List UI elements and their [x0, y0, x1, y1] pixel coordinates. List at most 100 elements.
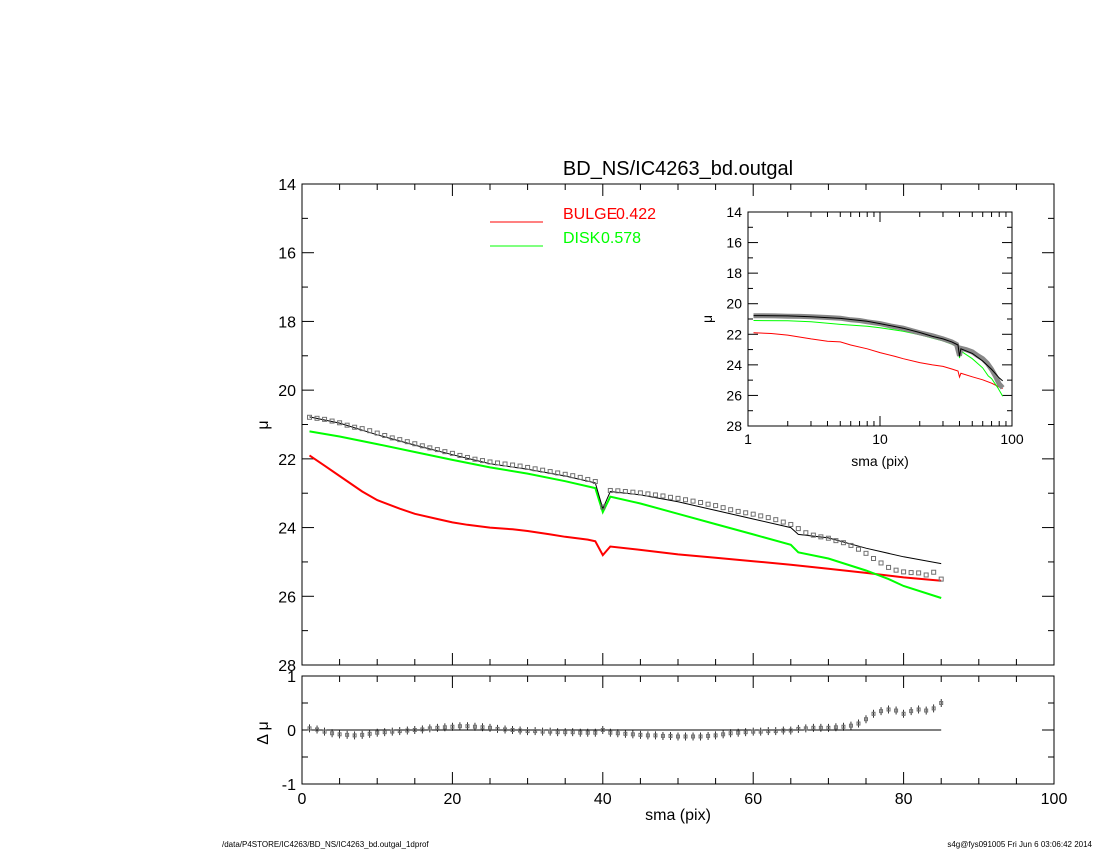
data-point	[615, 488, 621, 494]
residual-point	[796, 726, 801, 731]
residual-point	[427, 726, 432, 731]
inset-y-tick-label: 22	[726, 326, 742, 342]
data-point	[577, 474, 583, 480]
x-tick-label: 100	[1041, 791, 1068, 808]
data-point	[322, 416, 328, 422]
residual-point	[803, 726, 808, 731]
data-point	[367, 428, 373, 434]
data-point	[645, 491, 651, 497]
residual-point	[405, 728, 410, 733]
data-point	[705, 501, 711, 507]
data-point	[728, 507, 734, 513]
data-point	[314, 415, 320, 421]
data-point	[359, 426, 365, 432]
legend-label-bulge: BULGE	[563, 206, 617, 223]
data-point	[743, 510, 749, 516]
legend-label-disk: DISK	[563, 230, 601, 247]
data-point	[607, 487, 613, 493]
x-tick-label: 20	[444, 791, 462, 808]
residual-point	[330, 731, 335, 736]
x-tick-label: 40	[594, 791, 612, 808]
residual-point	[488, 725, 492, 730]
data-point	[434, 447, 440, 453]
data-point	[622, 488, 628, 494]
data-point	[457, 452, 463, 458]
residual-point	[397, 729, 402, 734]
residual-point	[879, 709, 884, 714]
data-point	[404, 439, 410, 445]
inset-bulge-line	[753, 332, 1003, 390]
main-y-axis-label: μ	[255, 420, 272, 429]
bulge-line	[308, 454, 942, 582]
residual-point	[721, 732, 726, 737]
data-point	[427, 445, 433, 451]
data-point	[667, 494, 673, 500]
residual-point	[623, 731, 628, 736]
residual-point	[766, 729, 771, 734]
residual-point	[773, 729, 778, 734]
data-point	[698, 499, 704, 505]
residual-point	[758, 729, 763, 734]
residual-point	[826, 725, 831, 730]
inset-x-axis-label: sma (pix)	[851, 453, 909, 469]
data-point	[675, 495, 681, 501]
residual-point	[751, 729, 756, 734]
data-point	[479, 458, 485, 464]
residual-point	[345, 732, 350, 737]
data-point	[637, 490, 643, 496]
data-point	[630, 489, 636, 495]
residual-point	[322, 729, 327, 734]
data-point	[562, 471, 568, 477]
inset-y-tick-label: 16	[726, 235, 742, 251]
data-point	[412, 441, 418, 447]
residual-point	[939, 701, 944, 705]
residual-point	[781, 728, 786, 733]
data-point	[810, 532, 816, 538]
data-point	[886, 564, 892, 570]
data-point	[487, 459, 493, 465]
main-y-tick-label: 14	[278, 177, 296, 194]
residual-point	[916, 707, 921, 712]
residual-point	[480, 725, 485, 730]
data-point	[449, 450, 455, 456]
data-point	[901, 569, 907, 575]
residual-point	[894, 708, 899, 713]
residual-point	[924, 708, 929, 713]
residual-point	[578, 730, 583, 735]
data-point	[389, 435, 395, 441]
residual-point	[743, 730, 748, 735]
residual-point	[548, 729, 553, 734]
data-point	[495, 460, 501, 466]
data-point	[773, 517, 779, 523]
footer-file-path: /data/P4STORE/IC4263/BD_NS/IC4263_bd.out…	[222, 840, 429, 849]
x-tick-label: 0	[298, 791, 307, 808]
inset-frame	[747, 211, 1013, 427]
data-point	[855, 546, 861, 552]
data-point	[592, 479, 598, 485]
data-point	[871, 555, 877, 561]
inset-y-tick-label: 28	[726, 418, 742, 434]
data-point	[803, 530, 809, 536]
data-point	[555, 470, 561, 476]
chart-title: BD_NS/IC4263_bd.outgal	[563, 158, 793, 180]
residual-point	[660, 733, 665, 738]
residual-point	[390, 729, 395, 734]
data-point	[923, 572, 929, 578]
legend-value-disk: 0.578	[601, 230, 641, 247]
residual-point	[600, 728, 605, 732]
residual-point	[337, 732, 342, 737]
residual-point	[593, 730, 598, 735]
main-y-tick-label: 22	[278, 452, 296, 469]
residual-point	[833, 725, 838, 730]
residual-point	[841, 724, 846, 729]
total-model-line	[309, 416, 942, 565]
data-point	[660, 493, 666, 499]
data-point	[517, 463, 523, 469]
data-point	[397, 437, 403, 443]
data-point	[683, 497, 689, 503]
residual-point	[676, 734, 680, 739]
data-point	[833, 538, 839, 544]
disk-line	[309, 430, 942, 599]
